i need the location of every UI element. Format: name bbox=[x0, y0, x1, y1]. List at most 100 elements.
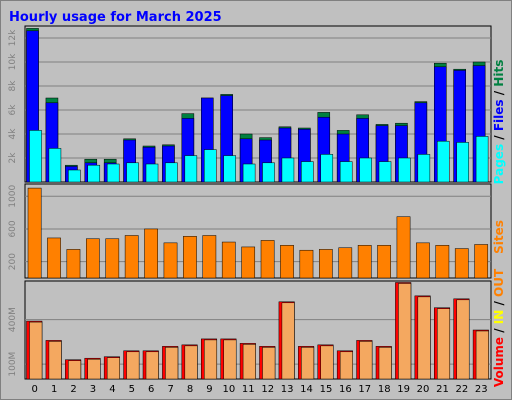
x-tick-label: 4 bbox=[109, 384, 115, 395]
bar-volume-out bbox=[456, 299, 470, 380]
x-tick-label: 9 bbox=[206, 384, 212, 395]
panel-sites: 200 600 1000 bbox=[8, 183, 492, 279]
bar-volume-out bbox=[106, 357, 120, 380]
panel-hits: 2k 4k 6k 8k 10k 12k bbox=[8, 25, 492, 183]
legend-part: IN bbox=[492, 310, 506, 325]
x-tick-label: 22 bbox=[456, 384, 469, 395]
x-tick-label: 20 bbox=[417, 384, 430, 395]
x-tick-label: 23 bbox=[475, 384, 488, 395]
bar-sites bbox=[105, 238, 120, 279]
x-tick-label: 3 bbox=[90, 384, 96, 395]
bar-volume-out bbox=[204, 339, 218, 380]
legend-part: Files bbox=[492, 99, 506, 131]
bar-sites bbox=[163, 242, 178, 279]
bar-sites bbox=[416, 242, 430, 279]
bar-pages bbox=[320, 154, 334, 183]
bar-volume-out bbox=[359, 341, 373, 380]
bar-pages bbox=[281, 157, 295, 183]
chart-title: Hourly usage for March 2025 bbox=[9, 10, 222, 25]
plot-area-sites bbox=[24, 183, 492, 279]
bar-sites bbox=[454, 248, 469, 279]
x-tick-label: 8 bbox=[187, 384, 193, 395]
bar-pages bbox=[145, 163, 159, 183]
legend-sites: Sites bbox=[492, 220, 506, 254]
bar-sites bbox=[27, 187, 42, 279]
bar-sites bbox=[221, 241, 236, 279]
legend-part: Sites bbox=[492, 220, 506, 254]
bar-pages bbox=[48, 148, 62, 183]
x-tick-label: 12 bbox=[261, 384, 274, 395]
bar-sites bbox=[241, 246, 256, 279]
x-tick-label: 18 bbox=[378, 384, 391, 395]
x-tick-label: 0 bbox=[32, 384, 38, 395]
bar-pages bbox=[339, 161, 353, 183]
y-tick-label: 400M bbox=[8, 307, 18, 332]
bar-volume-out bbox=[165, 347, 179, 380]
bar-volume-out bbox=[398, 283, 412, 380]
x-tick-label: 2 bbox=[70, 384, 76, 395]
bar-volume-out bbox=[320, 345, 334, 380]
bar-volume-out bbox=[68, 360, 82, 380]
x-tick-label: 15 bbox=[320, 384, 333, 395]
y-tick-label: 4k bbox=[8, 128, 18, 140]
y-tick-label: 6k bbox=[8, 104, 18, 116]
bar-sites bbox=[319, 249, 333, 279]
y-tick-label: 200 bbox=[8, 253, 18, 270]
y-tick-label: 12k bbox=[8, 29, 18, 46]
bar-sites bbox=[144, 228, 158, 279]
legend-part: Pages bbox=[492, 144, 506, 184]
bar-pages bbox=[106, 163, 120, 183]
bar-sites bbox=[202, 235, 217, 279]
bar-volume-out bbox=[417, 296, 431, 380]
bar-sites bbox=[66, 249, 81, 279]
bar-sites bbox=[377, 245, 391, 279]
bar-sites bbox=[299, 249, 314, 279]
legend-part: / bbox=[492, 131, 506, 144]
bar-pages bbox=[378, 161, 392, 183]
bar-sites bbox=[280, 245, 294, 279]
plot-area-volume bbox=[24, 280, 492, 380]
y-tick-label: 1000 bbox=[8, 185, 18, 208]
bar-pages bbox=[68, 169, 81, 183]
bar-sites bbox=[396, 216, 411, 279]
bar-sites bbox=[47, 237, 61, 279]
bar-volume-out bbox=[242, 344, 256, 380]
x-tick-label: 11 bbox=[242, 384, 255, 395]
bar-pages bbox=[262, 162, 275, 183]
bar-pages bbox=[204, 149, 217, 183]
bar-sites bbox=[183, 236, 197, 279]
bar-pages bbox=[223, 155, 236, 183]
bar-volume-out bbox=[475, 330, 489, 380]
x-tick-label: 17 bbox=[358, 384, 371, 395]
bar-sites bbox=[86, 238, 100, 279]
x-tick-label: 1 bbox=[51, 384, 57, 395]
legend-volume-in-out: Volume / IN / OUT bbox=[492, 268, 506, 387]
bar-volume-out bbox=[262, 347, 276, 380]
bar-pages bbox=[359, 157, 372, 183]
legend-part: / bbox=[492, 297, 506, 310]
bar-volume-out bbox=[339, 351, 353, 380]
x-tick-label: 5 bbox=[129, 384, 135, 395]
bar-volume-out bbox=[145, 351, 159, 380]
plot-area-hits bbox=[24, 25, 492, 183]
bar-volume-out bbox=[378, 347, 392, 380]
x-tick-label: 13 bbox=[281, 384, 294, 395]
bar-pages bbox=[126, 162, 139, 183]
panel-volume: 100M 400M bbox=[8, 280, 492, 380]
y-tick-label: 100M bbox=[8, 352, 18, 377]
bar-volume-out bbox=[29, 321, 43, 380]
bar-pages bbox=[437, 140, 450, 183]
y-tick-label: 8k bbox=[8, 80, 18, 92]
bar-sites bbox=[357, 245, 372, 279]
legend-part: / bbox=[492, 87, 506, 100]
legend-pages-files-hits: Pages / Files / Hits bbox=[492, 60, 506, 185]
bar-pages bbox=[417, 154, 431, 183]
y-tick-label: 600 bbox=[8, 220, 18, 237]
bar-sites bbox=[260, 240, 275, 279]
bar-pages bbox=[456, 142, 469, 183]
bar-sites bbox=[435, 245, 450, 279]
x-tick-label: 7 bbox=[167, 384, 173, 395]
bar-sites bbox=[338, 247, 353, 279]
y-tick-label: 2k bbox=[8, 152, 18, 164]
